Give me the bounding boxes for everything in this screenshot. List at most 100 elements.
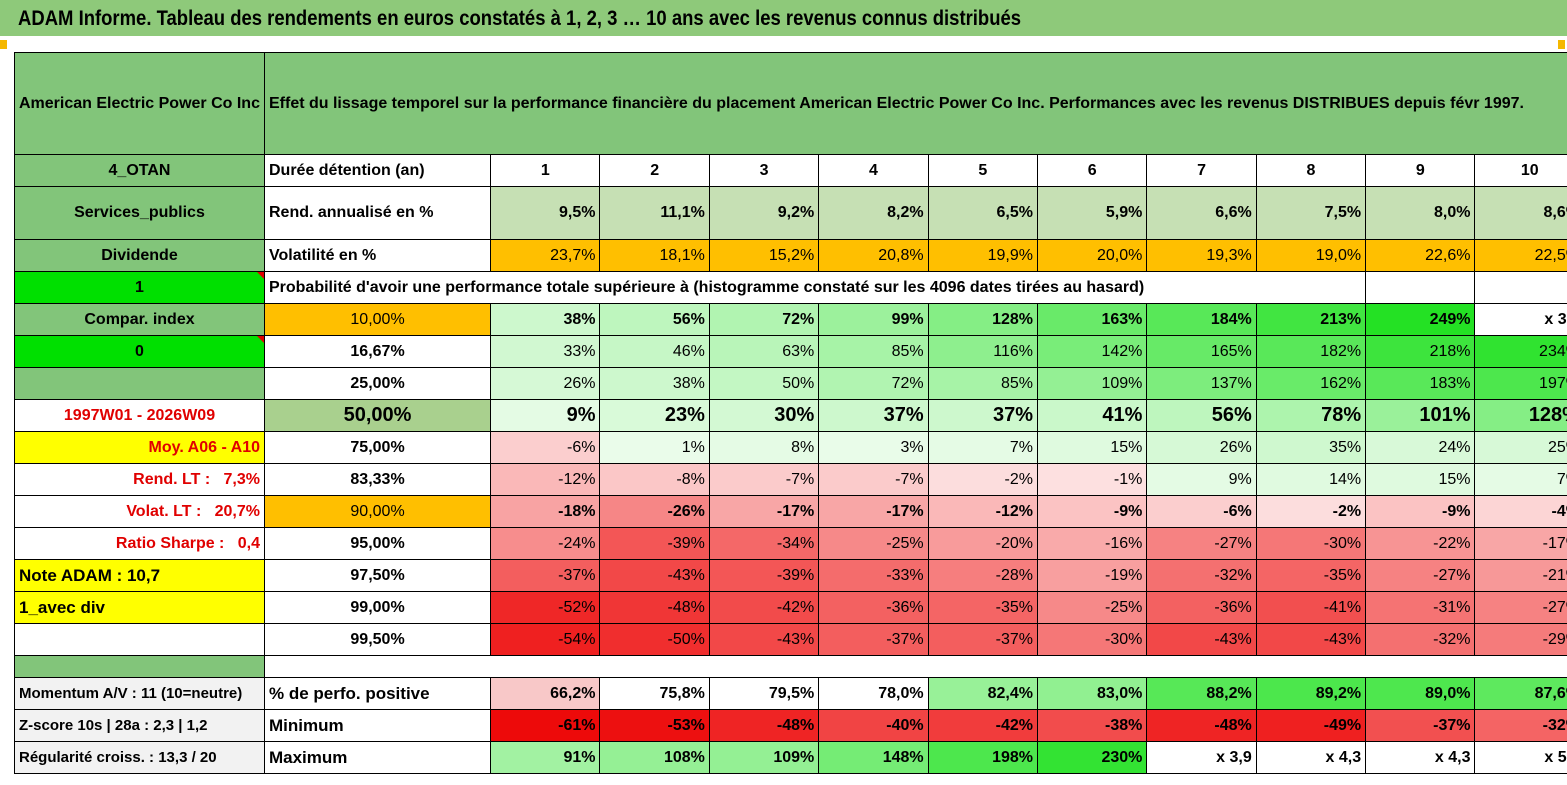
- quantile-value: 50%: [708, 367, 820, 400]
- quantile-value: -54%: [490, 623, 601, 656]
- quantile-value: -36%: [818, 591, 929, 624]
- year-header: 7: [1146, 154, 1257, 187]
- quantile-value: -12%: [927, 495, 1038, 528]
- quantile-value: 3%: [818, 431, 929, 464]
- year-header: 10: [1474, 154, 1567, 187]
- year-header: 9: [1365, 154, 1476, 187]
- quantile-value: 7%: [927, 431, 1038, 464]
- volatility-cell: 20,0%: [1036, 239, 1148, 272]
- return-cell: 9,2%: [708, 186, 820, 240]
- quantile-value: 14%: [1255, 463, 1367, 496]
- volat-lt-label: Volat. LT :: [126, 502, 202, 520]
- volat-lt-value: 20,7%: [214, 502, 260, 520]
- stat-value: 198%: [927, 741, 1038, 774]
- header-row: American Electric Power Co Inc Effet du …: [14, 52, 1567, 155]
- annualized-return-row: Services_publics Rend. annualisé en % 9,5%…: [14, 186, 1567, 240]
- quantile-value: -4%: [1474, 495, 1567, 528]
- stat-value: -38%: [1036, 709, 1148, 742]
- quantile-value: -43%: [599, 559, 710, 592]
- quantile-value: 38%: [599, 367, 710, 400]
- sharpe-value: 0,4: [237, 534, 260, 552]
- quantile-value: -33%: [818, 559, 929, 592]
- quantile-value: 128%: [927, 303, 1038, 336]
- stat-value: -42%: [927, 709, 1038, 742]
- quantile-row: Volat. LT : 20,7% 90,00% -18% -26% -17% -17% -…: [14, 495, 1567, 528]
- quantile-value: 9%: [1146, 463, 1257, 496]
- blank-cell: [14, 623, 265, 656]
- quantile-value: -7%: [708, 463, 820, 496]
- regularity-label: Régularité croiss. : 13,3 / 20: [14, 741, 265, 774]
- stat-value: -61%: [490, 709, 601, 742]
- volat-lt: Volat. LT : 20,7%: [14, 495, 265, 528]
- quantile-value: -19%: [1036, 559, 1148, 592]
- quantile-value: -27%: [1365, 559, 1476, 592]
- quantile-value: -52%: [490, 591, 601, 624]
- quantile-value: -6%: [490, 431, 601, 464]
- stats-row: Z-score 10s | 28a : 2,3 | 1,2 Minimum -61%…: [14, 709, 1567, 742]
- row-label: Rend. annualisé en %: [263, 186, 492, 240]
- quantile-value: -39%: [708, 559, 820, 592]
- quantile-value: 234%: [1474, 335, 1567, 368]
- stat-value: -49%: [1255, 709, 1367, 742]
- quantile-value: 182%: [1255, 335, 1367, 368]
- quantile-value: 56%: [1146, 399, 1257, 432]
- quantile-value: 184%: [1146, 303, 1257, 336]
- quantile-value: -2%: [1255, 495, 1367, 528]
- year-header: 5: [927, 154, 1038, 187]
- quantile-value: -1%: [1036, 463, 1148, 496]
- quantile-value: -9%: [1036, 495, 1148, 528]
- quantile-value: -24%: [490, 527, 601, 560]
- return-cell: 8,2%: [818, 186, 929, 240]
- stat-value: x 4,3: [1365, 741, 1476, 774]
- stat-value: -37%: [1365, 709, 1476, 742]
- probability-level: 16,67%: [263, 335, 492, 368]
- quantile-value: 25%: [1474, 431, 1567, 464]
- quantile-value: -26%: [599, 495, 710, 528]
- probability-level: 50,00%: [263, 399, 492, 432]
- quantile-value: 72%: [818, 367, 929, 400]
- volatility-cell: 18,1%: [599, 239, 710, 272]
- quantile-value: -20%: [927, 527, 1038, 560]
- return-cell: 6,6%: [1146, 186, 1257, 240]
- stat-value: 79,5%: [708, 677, 820, 710]
- quantile-value: 72%: [708, 303, 820, 336]
- stat-value: 66,2%: [490, 677, 601, 710]
- quantile-value: 24%: [1365, 431, 1476, 464]
- quantile-value: 63%: [708, 335, 820, 368]
- quantile-value: -27%: [1474, 591, 1567, 624]
- quantile-value: -36%: [1146, 591, 1257, 624]
- stat-value: 108%: [599, 741, 710, 774]
- return-cell: 6,5%: [927, 186, 1038, 240]
- dividend-mode: 1_avec div: [14, 591, 265, 624]
- quantile-value: 26%: [1146, 431, 1257, 464]
- row-label: Minimum: [263, 709, 492, 742]
- quantile-value: 85%: [927, 367, 1038, 400]
- holding-period-row: 4_OTAN Durée détention (an) 1 2 3 4 5 6 7 8 9 10: [14, 154, 1567, 187]
- quantile-value: x 3,6: [1474, 303, 1567, 336]
- blank-cell: [1474, 271, 1567, 304]
- quantile-value: -35%: [1255, 559, 1367, 592]
- quantile-value: 33%: [490, 335, 601, 368]
- quantile-value: 85%: [818, 335, 929, 368]
- period-label: 1997W01 - 2026W09: [14, 399, 265, 432]
- probability-level: 90,00%: [263, 495, 492, 528]
- stat-value: 109%: [708, 741, 820, 774]
- quantile-value: -41%: [1255, 591, 1367, 624]
- row-label: Durée détention (an): [263, 154, 492, 187]
- quantile-value: 218%: [1365, 335, 1476, 368]
- quantile-value: 109%: [1036, 367, 1148, 400]
- quantile-value: -17%: [1474, 527, 1567, 560]
- return-cell: 7,5%: [1255, 186, 1367, 240]
- quantile-value: 116%: [927, 335, 1038, 368]
- zscore-label: Z-score 10s | 28a : 2,3 | 1,2: [14, 709, 265, 742]
- quantile-value: -7%: [818, 463, 929, 496]
- quantile-value: 1%: [599, 431, 710, 464]
- title-bar: ADAM Informe. Tableau des rendements en …: [0, 0, 1567, 36]
- quantile-row: 1997W01 - 2026W09 50,00% 9% 23% 30% 37% 37% 41%…: [14, 399, 1567, 432]
- quantile-value: -30%: [1036, 623, 1148, 656]
- stat-value: -48%: [708, 709, 820, 742]
- stat-value: -40%: [818, 709, 929, 742]
- probability-level: 99,50%: [263, 623, 492, 656]
- stat-value: -32%: [1474, 709, 1567, 742]
- row-label: Volatilité en %: [263, 239, 492, 272]
